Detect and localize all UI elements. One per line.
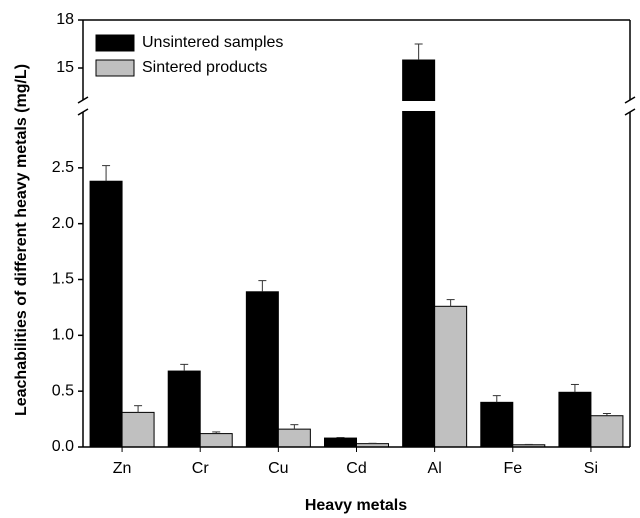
y-tick-label: 0.0 — [52, 438, 74, 455]
x-axis-title: Heavy metals — [305, 497, 407, 514]
bar — [167, 370, 201, 448]
legend-swatch — [95, 34, 135, 52]
axis-break-gap — [77, 101, 636, 111]
x-tick-label: Cu — [268, 460, 288, 477]
bar — [402, 59, 436, 448]
y-tick-label: 2.5 — [52, 159, 74, 176]
legend-swatch — [95, 59, 135, 77]
bar — [480, 401, 514, 448]
y-tick-label: 2.0 — [52, 215, 74, 232]
bar — [324, 437, 357, 448]
bar — [121, 411, 155, 448]
y-tick-label: 1.5 — [52, 271, 74, 288]
legend-label: Unsintered samples — [142, 34, 283, 51]
y-tick-label: 18 — [56, 11, 74, 28]
y-tick-label: 1.0 — [52, 327, 74, 344]
legend-label: Sintered products — [142, 59, 267, 76]
bar — [590, 415, 624, 448]
x-tick-label: Si — [584, 460, 598, 477]
y-axis-title: Leachabilities of different heavy metals… — [13, 64, 30, 416]
bar — [89, 180, 123, 448]
x-tick-label: Fe — [503, 460, 522, 477]
x-tick-label: Zn — [113, 460, 132, 477]
bar — [558, 391, 592, 448]
x-tick-label: Al — [428, 460, 442, 477]
bar — [245, 291, 279, 448]
bar — [277, 428, 311, 448]
y-tick-label: 15 — [56, 59, 74, 76]
y-tick-label: 0.5 — [52, 382, 74, 399]
x-tick-label: Cr — [192, 460, 210, 477]
bar — [434, 305, 468, 448]
x-tick-label: Cd — [346, 460, 366, 477]
bar — [199, 433, 233, 448]
